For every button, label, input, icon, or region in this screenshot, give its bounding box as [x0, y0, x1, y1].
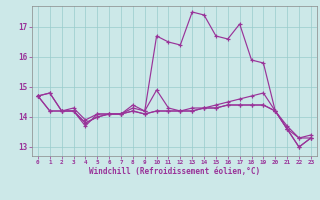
- X-axis label: Windchill (Refroidissement éolien,°C): Windchill (Refroidissement éolien,°C): [89, 167, 260, 176]
